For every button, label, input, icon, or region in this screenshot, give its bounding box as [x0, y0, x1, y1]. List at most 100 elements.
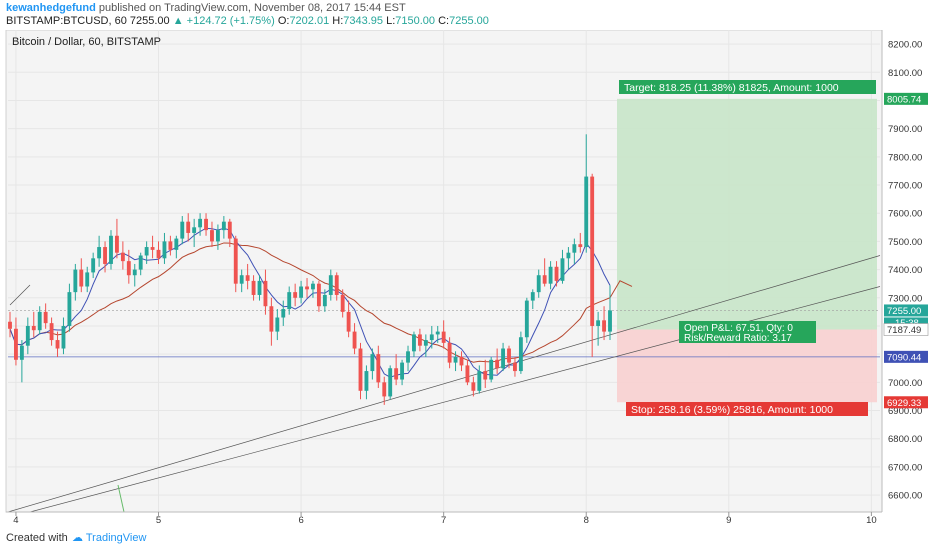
candle-body[interactable] — [192, 227, 197, 233]
candle-body[interactable] — [281, 309, 286, 318]
candle-body[interactable] — [507, 348, 511, 363]
candle-body[interactable] — [388, 368, 393, 397]
candle-body[interactable] — [608, 310, 612, 332]
candle-body[interactable] — [55, 340, 60, 349]
candle-body[interactable] — [174, 238, 179, 250]
candle-body[interactable] — [97, 247, 102, 259]
candle-body[interactable] — [126, 261, 131, 276]
candle-body[interactable] — [590, 176, 595, 326]
candle-body[interactable] — [447, 342, 452, 363]
projection-line[interactable] — [117, 484, 125, 513]
trendline-upper[interactable] — [7, 255, 881, 513]
candle-body[interactable] — [221, 221, 226, 231]
candle-body[interactable] — [548, 266, 553, 284]
candle-body[interactable] — [501, 348, 505, 369]
candle-body[interactable] — [43, 311, 48, 324]
candle-body[interactable] — [513, 362, 517, 372]
candle-body[interactable] — [37, 311, 42, 331]
candle-body[interactable] — [115, 235, 119, 253]
candle-body[interactable] — [316, 283, 321, 307]
candle-body[interactable] — [495, 359, 500, 369]
candle-body[interactable] — [245, 275, 250, 281]
candle-body[interactable] — [91, 258, 96, 273]
candle-body[interactable] — [524, 300, 529, 338]
candle-body[interactable] — [198, 218, 203, 228]
candle-body[interactable] — [406, 351, 410, 363]
candle-body[interactable] — [227, 221, 232, 239]
price-chart[interactable]: Bitcoin / Dollar, 60, BITSTAMP Target: 8… — [0, 30, 932, 526]
candlesticks[interactable] — [8, 134, 612, 405]
candle-body[interactable] — [186, 221, 191, 233]
candle-body[interactable] — [257, 280, 262, 295]
candle-body[interactable] — [441, 331, 446, 343]
candle-body[interactable] — [311, 283, 315, 290]
candle-body[interactable] — [596, 320, 601, 326]
candle-body[interactable] — [429, 334, 434, 341]
candle-body[interactable] — [542, 275, 547, 284]
time-axis[interactable]: 4 5 6 7 8 9 10 — [6, 511, 882, 526]
candle-body[interactable] — [120, 252, 125, 262]
candle-body[interactable] — [346, 311, 351, 332]
candle-body[interactable] — [376, 354, 381, 383]
candle-body[interactable] — [144, 247, 149, 256]
candle-body[interactable] — [536, 275, 541, 293]
candle-body[interactable] — [483, 371, 488, 380]
candle-body[interactable] — [239, 275, 244, 284]
candle-body[interactable] — [14, 328, 18, 360]
candle-body[interactable] — [233, 238, 238, 284]
candle-body[interactable] — [382, 382, 387, 397]
candle-body[interactable] — [572, 244, 577, 253]
candle-body[interactable] — [215, 230, 220, 242]
candle-body[interactable] — [322, 294, 327, 307]
candle-body[interactable] — [8, 321, 12, 329]
candle-body[interactable] — [518, 337, 523, 372]
candle-body[interactable] — [162, 241, 167, 259]
candle-body[interactable] — [210, 230, 214, 242]
candle-body[interactable] — [61, 325, 66, 349]
candle-body[interactable] — [394, 368, 399, 380]
price-axis[interactable]: 8200.008100.008000.007900.007800.007700.… — [881, 30, 932, 526]
candle-body[interactable] — [370, 354, 375, 372]
candle-body[interactable] — [204, 218, 208, 231]
candle-body[interactable] — [530, 292, 535, 301]
candle-body[interactable] — [560, 258, 565, 281]
candle-body[interactable] — [340, 294, 345, 312]
candle-body[interactable] — [109, 235, 113, 264]
tradingview-logo[interactable]: ☁ TradingView — [72, 531, 146, 544]
candle-body[interactable] — [584, 176, 589, 248]
candle-body[interactable] — [103, 247, 107, 264]
candle-body[interactable] — [459, 356, 464, 366]
candle-body[interactable] — [269, 306, 274, 332]
candle-body[interactable] — [471, 382, 476, 391]
candle-body[interactable] — [352, 331, 357, 349]
candle-body[interactable] — [453, 356, 458, 363]
candle-body[interactable] — [132, 269, 137, 276]
candle-body[interactable] — [299, 286, 304, 298]
candle-body[interactable] — [489, 359, 494, 380]
candle-body[interactable] — [328, 275, 333, 295]
candle-body[interactable] — [554, 266, 559, 281]
candle-body[interactable] — [412, 334, 416, 352]
candle-body[interactable] — [435, 331, 440, 335]
candle-body[interactable] — [156, 249, 161, 259]
candle-body[interactable] — [602, 320, 606, 332]
trendline-left[interactable] — [9, 284, 31, 306]
candle-body[interactable] — [578, 244, 583, 248]
candle-body[interactable] — [180, 221, 185, 239]
candle-body[interactable] — [85, 272, 90, 287]
candle-body[interactable] — [305, 286, 309, 290]
candle-body[interactable] — [168, 241, 173, 250]
candle-body[interactable] — [358, 348, 363, 391]
candle-body[interactable] — [150, 247, 155, 250]
candle-body[interactable] — [400, 362, 405, 380]
candle-body[interactable] — [364, 371, 369, 391]
candle-body[interactable] — [49, 323, 54, 341]
candle-body[interactable] — [251, 280, 256, 295]
candle-body[interactable] — [566, 252, 571, 259]
candle-body[interactable] — [423, 340, 428, 346]
candle-body[interactable] — [334, 275, 339, 295]
candle-body[interactable] — [79, 269, 84, 287]
candle-body[interactable] — [263, 280, 268, 307]
candle-body[interactable] — [477, 371, 482, 391]
candle-body[interactable] — [31, 325, 36, 331]
